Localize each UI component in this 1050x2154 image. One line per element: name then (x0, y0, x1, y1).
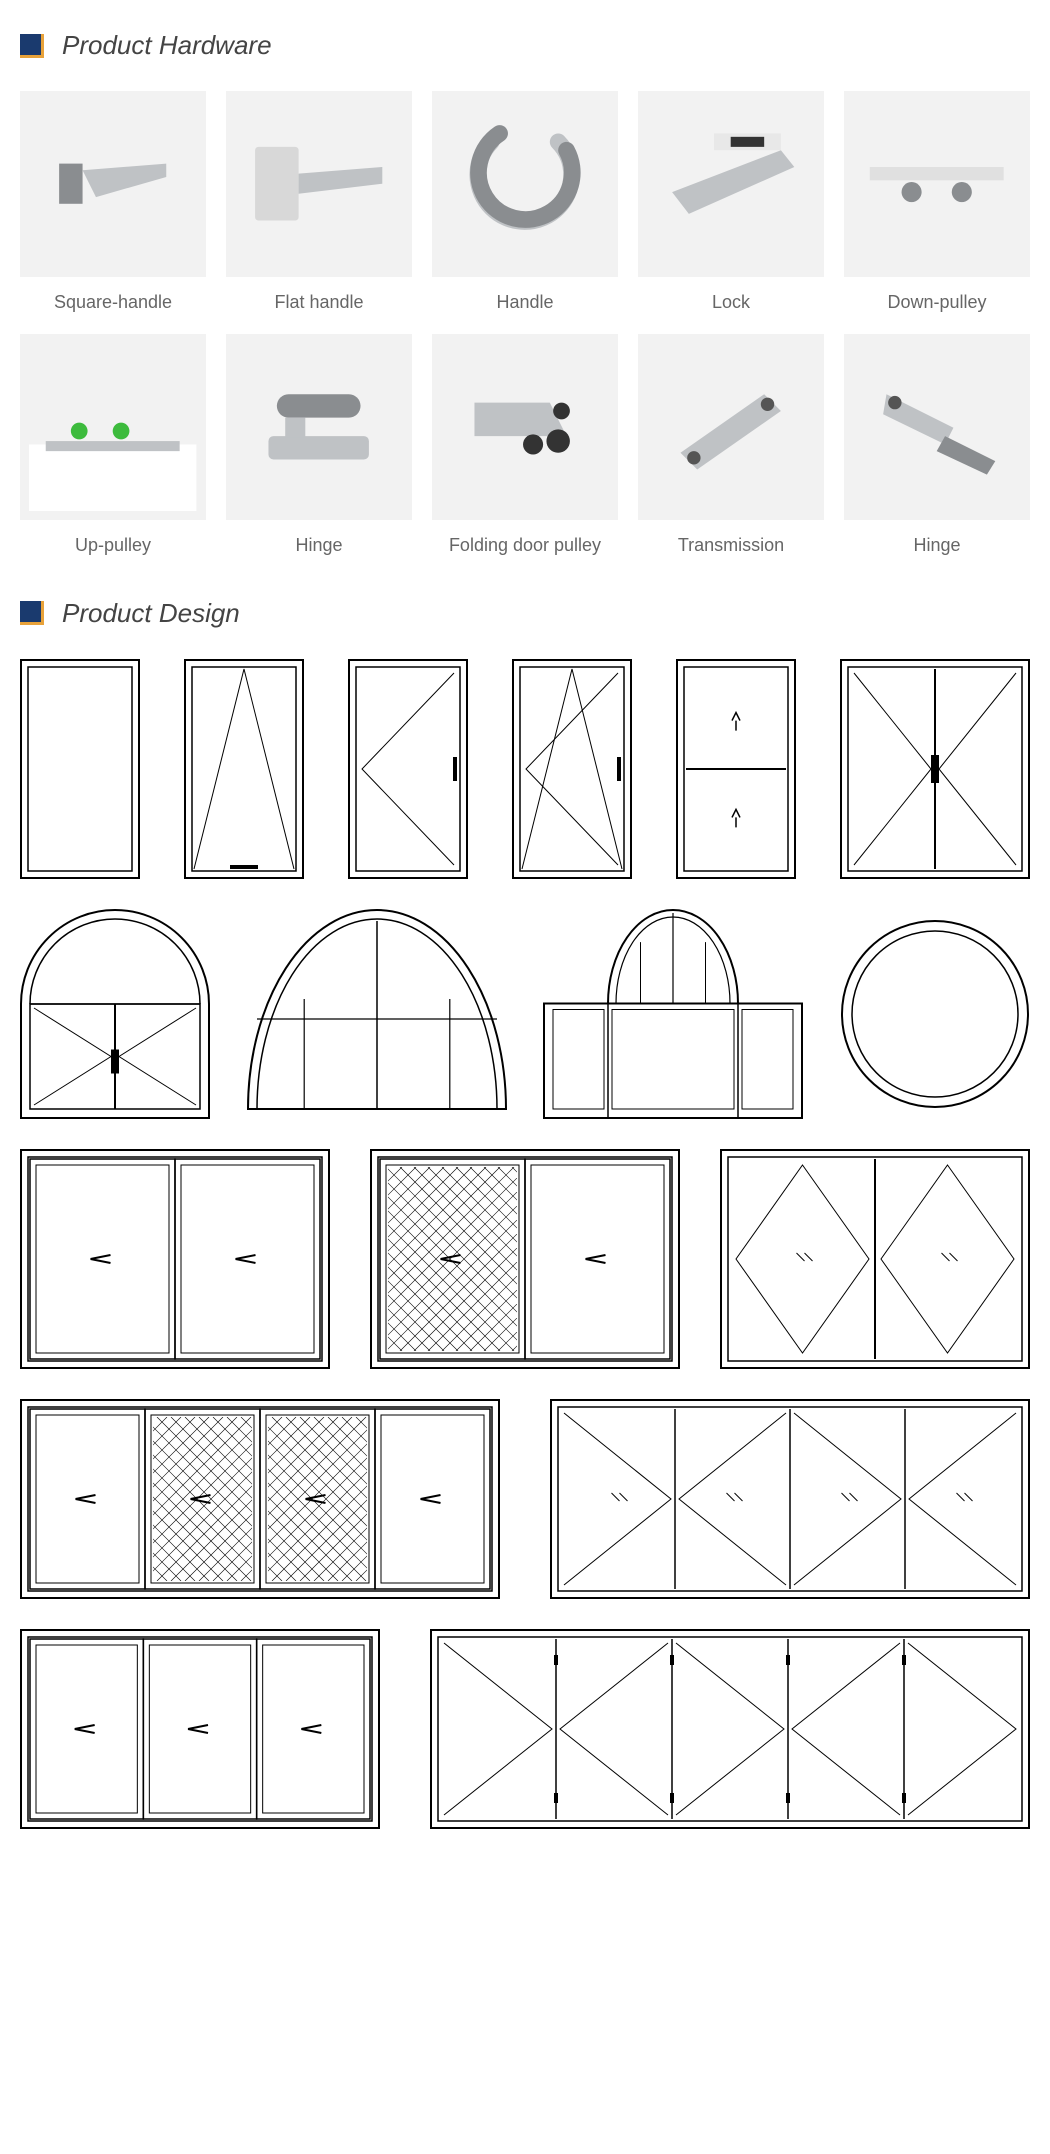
design-row (20, 659, 1030, 879)
design-fixed (20, 659, 140, 879)
hardware-item: Hinge (844, 334, 1030, 557)
hardware-thumb (432, 91, 618, 277)
hardware-thumb (226, 334, 412, 520)
design-row (20, 1149, 1030, 1369)
design-slider-4-mesh (20, 1399, 500, 1599)
header-square-icon (20, 34, 44, 58)
hardware-grid: Square-handle Flat handle Handle Lock Do… (20, 91, 1030, 558)
hardware-label: Flat handle (274, 291, 363, 314)
hardware-thumb (20, 91, 206, 277)
design-casement-4 (550, 1399, 1030, 1599)
hardware-label: Square-handle (54, 291, 172, 314)
design-double-hung (676, 659, 796, 879)
hardware-item: Down-pulley (844, 91, 1030, 314)
hardware-label: Up-pulley (75, 534, 151, 557)
design-bifold-5 (430, 1629, 1030, 1829)
section-header-design: Product Design (20, 598, 1030, 629)
hardware-item: Up-pulley (20, 334, 206, 557)
design-arch-fan (247, 909, 507, 1119)
hardware-label: Handle (496, 291, 553, 314)
design-casement-pair (720, 1149, 1030, 1369)
design-double-casement (840, 659, 1030, 879)
design-row (20, 1399, 1030, 1599)
design-tilt-turn (512, 659, 632, 879)
design-container (20, 659, 1030, 1829)
hardware-item: Folding door pulley (432, 334, 618, 557)
hardware-item: Lock (638, 91, 824, 314)
design-slider-3 (20, 1629, 380, 1829)
header-title: Product Hardware (62, 30, 272, 61)
hardware-thumb (638, 91, 824, 277)
hardware-item: Transmission (638, 334, 824, 557)
hardware-label: Hinge (913, 534, 960, 557)
design-casement-left (348, 659, 468, 879)
hardware-label: Hinge (295, 534, 342, 557)
design-arch-casement (20, 909, 210, 1119)
hardware-thumb (844, 91, 1030, 277)
hardware-item: Flat handle (226, 91, 412, 314)
header-square-icon (20, 601, 44, 625)
design-circle (840, 909, 1030, 1119)
design-slider-2 (20, 1149, 330, 1369)
hardware-label: Lock (712, 291, 750, 314)
hardware-thumb (20, 334, 206, 520)
design-slider-mesh (370, 1149, 680, 1369)
hardware-thumb (844, 334, 1030, 520)
design-row (20, 909, 1030, 1119)
hardware-item: Hinge (226, 334, 412, 557)
section-header-hardware: Product Hardware (20, 30, 1030, 61)
hardware-item: Square-handle (20, 91, 206, 314)
hardware-thumb (638, 334, 824, 520)
design-awning (184, 659, 304, 879)
design-row (20, 1629, 1030, 1829)
hardware-thumb (226, 91, 412, 277)
hardware-item: Handle (432, 91, 618, 314)
header-title: Product Design (62, 598, 240, 629)
hardware-label: Transmission (678, 534, 784, 557)
hardware-label: Folding door pulley (449, 534, 601, 557)
hardware-thumb (432, 334, 618, 520)
hardware-label: Down-pulley (887, 291, 986, 314)
design-arch-combo (543, 909, 803, 1119)
